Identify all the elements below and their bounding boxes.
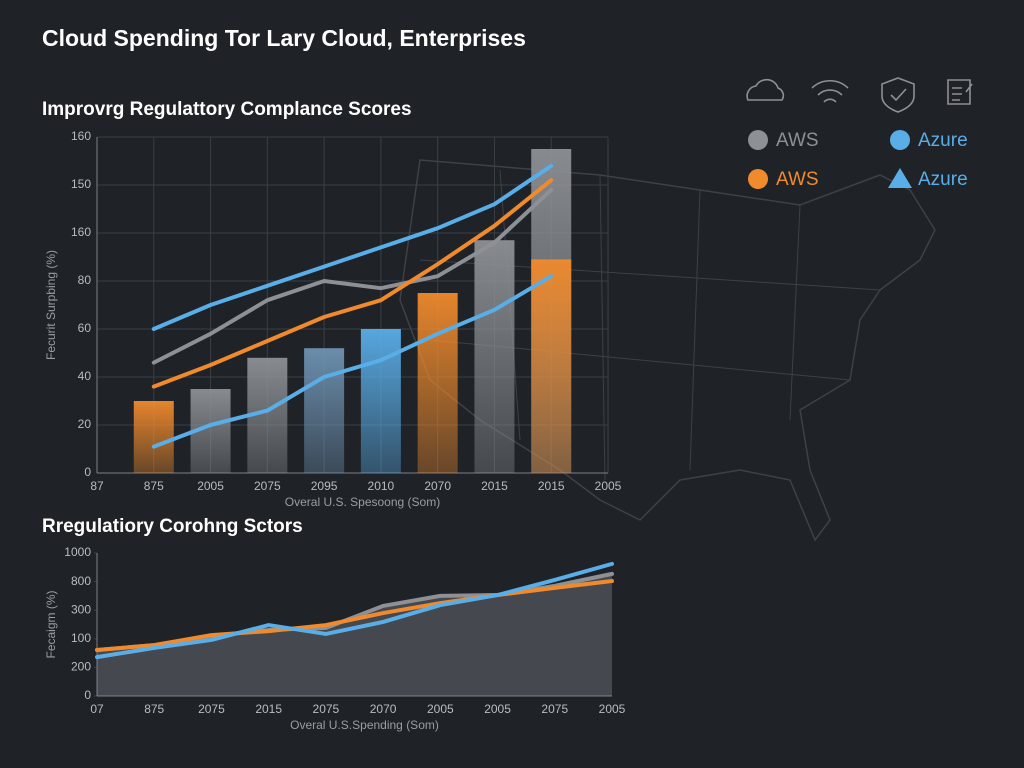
x-tick-label: 2005 bbox=[427, 702, 454, 716]
x-tick-label: 87 bbox=[90, 479, 104, 493]
x-tick-label: 2015 bbox=[538, 479, 565, 493]
series-area bbox=[97, 573, 612, 696]
series-line bbox=[151, 163, 554, 331]
x-tick-label: 2075 bbox=[541, 702, 568, 716]
x-tick-label: 2070 bbox=[370, 702, 397, 716]
x-tick-label: 2015 bbox=[481, 479, 508, 493]
legend-marker bbox=[890, 130, 910, 150]
series-line bbox=[151, 187, 554, 365]
x-tick-label: 2075 bbox=[254, 479, 281, 493]
y-tick-label: 200 bbox=[71, 660, 91, 674]
y-tick-label: 160 bbox=[71, 129, 91, 143]
x-tick-label: 2095 bbox=[311, 479, 338, 493]
x-tick-label: 2005 bbox=[595, 479, 622, 493]
page-title: Cloud Spending Tor Lary Cloud, Enterpris… bbox=[42, 25, 526, 51]
x-tick-label: 2075 bbox=[198, 702, 225, 716]
x-tick-label: 2010 bbox=[368, 479, 395, 493]
x-tick-label: 2015 bbox=[255, 702, 282, 716]
y-tick-label: 0 bbox=[84, 688, 91, 702]
y-tick-label: 80 bbox=[78, 273, 92, 287]
y-tick-label: 300 bbox=[71, 602, 91, 616]
x-axis-title: Overal U.S. Spesoong (Som) bbox=[285, 495, 440, 509]
legend-marker bbox=[748, 130, 768, 150]
y-tick-label: 800 bbox=[71, 574, 91, 588]
x-tick-label: 2005 bbox=[599, 702, 626, 716]
x-tick-label: 2075 bbox=[313, 702, 340, 716]
y-tick-label: 1000 bbox=[64, 545, 91, 559]
x-tick-label: 875 bbox=[144, 702, 164, 716]
bar bbox=[474, 240, 515, 473]
checklist-icon bbox=[947, 79, 973, 105]
bar bbox=[304, 348, 345, 473]
legend-label: Azure bbox=[918, 169, 968, 190]
cloud-icon bbox=[746, 78, 785, 101]
legend-marker bbox=[888, 168, 912, 188]
series-line bbox=[95, 561, 614, 660]
series-line bbox=[95, 579, 614, 652]
y-axis-title: Fecaigm (%) bbox=[44, 590, 58, 658]
y-tick-label: 40 bbox=[78, 369, 92, 383]
header-icons bbox=[746, 77, 973, 113]
x-tick-label: 2070 bbox=[424, 479, 451, 493]
wifi-icon bbox=[811, 79, 849, 103]
series-line bbox=[151, 178, 554, 389]
x-tick-label: 07 bbox=[90, 702, 104, 716]
x-axis-title: Overal U.S.Spending (Som) bbox=[290, 718, 439, 732]
legend-label: Azure bbox=[918, 130, 968, 151]
x-tick-label: 875 bbox=[144, 479, 164, 493]
y-tick-label: 20 bbox=[78, 417, 92, 431]
x-tick-label: 2005 bbox=[197, 479, 224, 493]
y-axis-title: Fecurit Surpbing (%) bbox=[44, 250, 58, 360]
y-tick-label: 100 bbox=[71, 631, 91, 645]
bar bbox=[417, 293, 458, 473]
bar bbox=[133, 401, 174, 473]
legend-marker bbox=[748, 169, 768, 189]
series-line bbox=[151, 274, 554, 449]
legend-label: AWS bbox=[776, 130, 819, 151]
y-tick-label: 60 bbox=[78, 321, 92, 335]
shield-icon bbox=[881, 77, 915, 113]
y-tick-label: 150 bbox=[71, 177, 91, 191]
y-tick-label: 0 bbox=[84, 465, 91, 479]
legend-label: AWS bbox=[776, 169, 819, 190]
x-tick-label: 2005 bbox=[484, 702, 511, 716]
chart-title: Rregulatiory Corohng Sctors bbox=[42, 516, 303, 537]
y-tick-label: 160 bbox=[71, 225, 91, 239]
bar bbox=[360, 329, 401, 473]
bar bbox=[531, 259, 572, 473]
chart-title: Improvrg Regulattory Complance Scores bbox=[42, 99, 412, 120]
